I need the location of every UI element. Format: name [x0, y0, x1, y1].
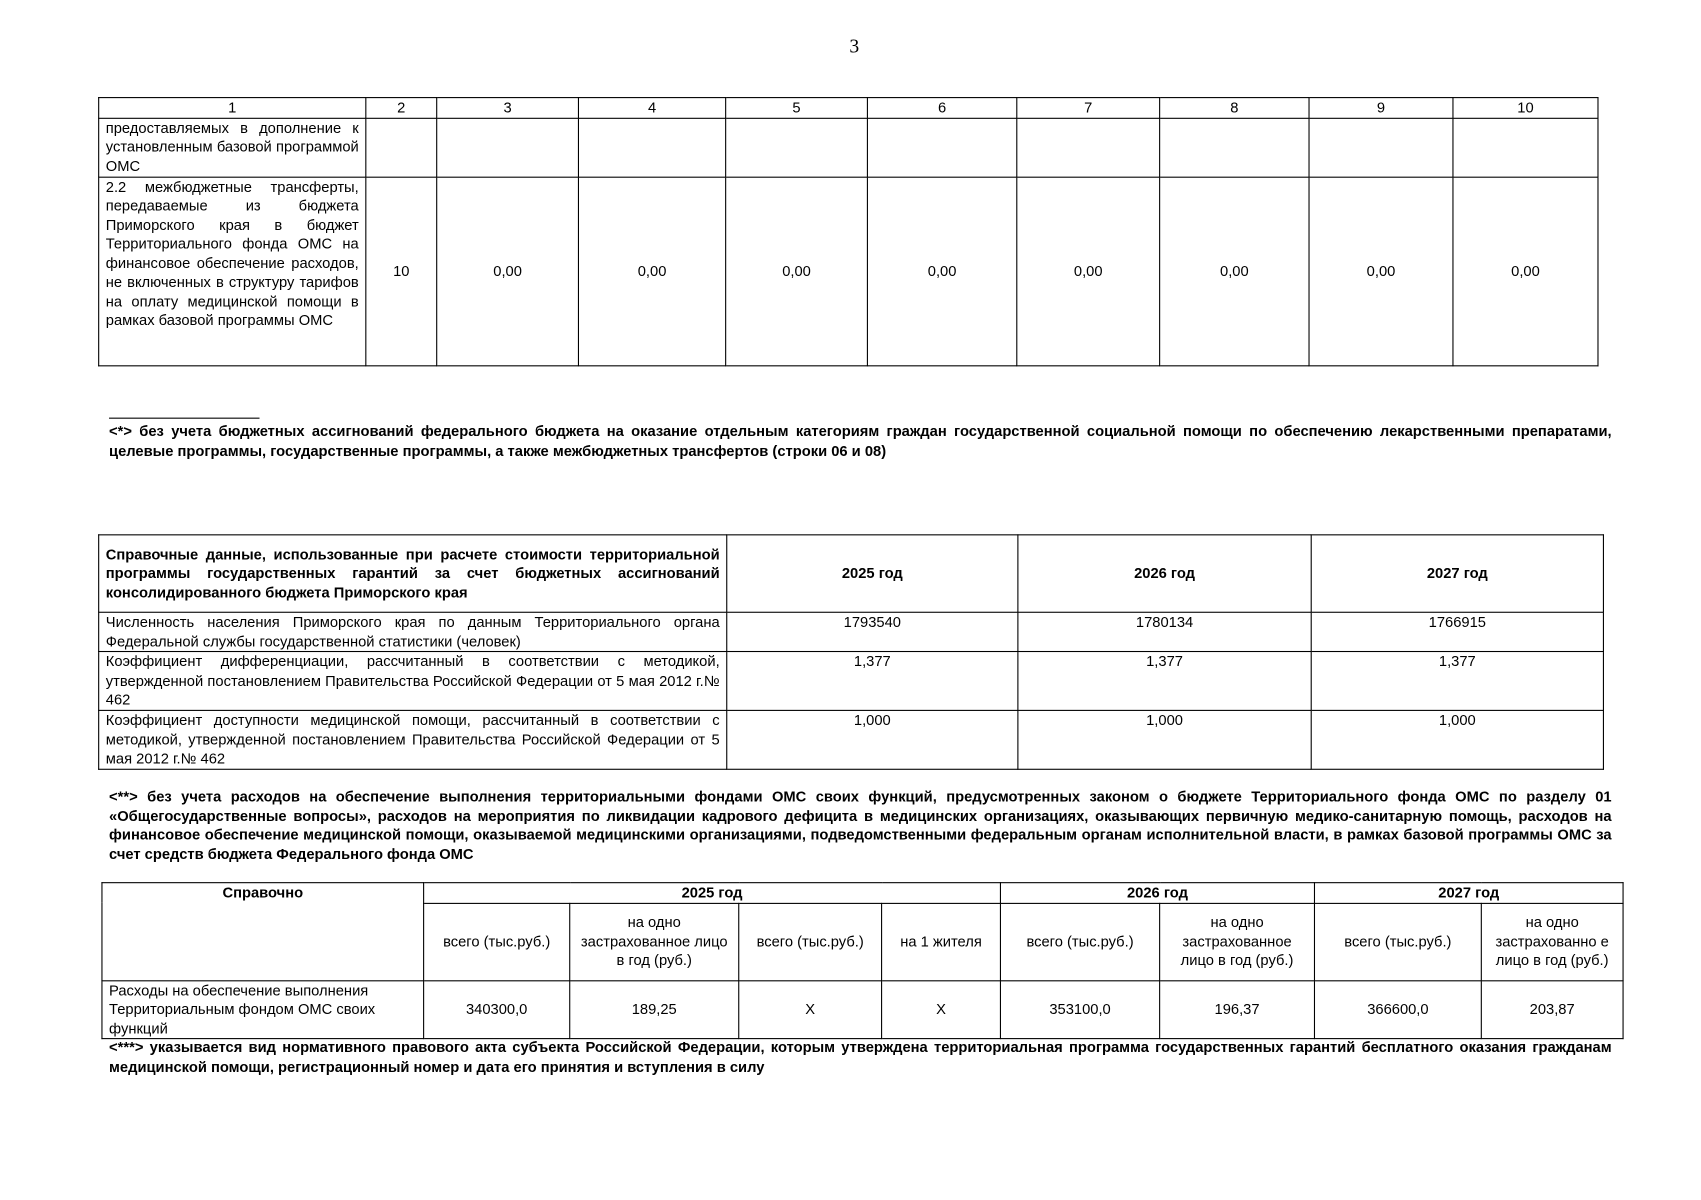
cell: 0,00	[1016, 176, 1161, 366]
table-row: предоставляемых в дополнение к установле…	[98, 117, 1599, 178]
column-header: 3	[436, 97, 580, 119]
page-number: 3	[849, 34, 860, 57]
cell: 340300,0	[423, 979, 571, 1040]
cell: X	[738, 979, 883, 1040]
footnote-2: <**> без учета расходов на обеспечение в…	[109, 788, 1612, 862]
column-header: 8	[1159, 97, 1310, 119]
year-header: 2025 год	[423, 882, 1001, 904]
cell: 1780134	[1017, 611, 1312, 653]
column-header: 2027 год	[1310, 534, 1604, 613]
header-label: Справочно	[101, 882, 425, 981]
column-header: всего (тыс.руб.)	[999, 902, 1161, 981]
column-header: на одно застрахованное лицо в год (руб.)	[569, 902, 740, 981]
table-row: Коэффициент доступности медицинской помо…	[98, 709, 1604, 770]
column-header: всего (тыс.руб.)	[738, 902, 883, 981]
cell: 353100,0	[999, 979, 1161, 1040]
column-header: 1	[98, 97, 367, 119]
cell: 0,00	[1308, 176, 1454, 366]
reference-data-table: Справочные данные, использованные при ра…	[98, 534, 1604, 770]
table-row: Численность населения Приморского края п…	[98, 611, 1604, 653]
column-header: всего (тыс.руб.)	[1313, 902, 1482, 981]
column-header: всего (тыс.руб.)	[423, 902, 571, 981]
year-header: 2027 год	[1313, 882, 1624, 904]
column-header: 9	[1308, 97, 1454, 119]
column-header: на одно застрахованно е лицо в год (руб.…	[1480, 902, 1624, 981]
budget-table: 1 2 3 4 5 6 7 8 9 10 предоставляемых в д…	[98, 97, 1599, 366]
column-header: 2025 год	[726, 534, 1019, 613]
column-header: 2026 год	[1017, 534, 1312, 613]
cell: 10	[365, 176, 438, 366]
row-label: Численность населения Приморского края п…	[98, 611, 728, 653]
row-label: предоставляемых в дополнение к установле…	[98, 117, 367, 178]
footnote-1: <*> без учета бюджетных ассигнований фед…	[109, 423, 1612, 459]
row-label: 2.2 межбюджетные трансферты, передаваемы…	[98, 176, 367, 366]
cell: 1,000	[1017, 709, 1312, 770]
header-row: Справочные данные, использованные при ра…	[98, 534, 1604, 613]
row-label: Коэффициент дифференциации, рассчитанный…	[98, 650, 728, 711]
cell: 1,377	[1310, 650, 1604, 711]
column-header: 5	[725, 97, 868, 119]
cell: 189,25	[569, 979, 740, 1040]
cell: 366600,0	[1313, 979, 1482, 1040]
cell: 1,000	[1310, 709, 1604, 770]
cell: 0,00	[436, 176, 580, 366]
cell: 1,377	[1017, 650, 1312, 711]
column-header: 6	[866, 97, 1018, 119]
year-header: 2026 год	[999, 882, 1316, 904]
cell: 0,00	[577, 176, 727, 366]
subheader-row: всего (тыс.руб.) на одно застрахованное …	[102, 902, 1624, 981]
cell: 1,000	[726, 709, 1019, 770]
column-header: 7	[1016, 97, 1161, 119]
table-row: Расходы на обеспечение выполнения Террит…	[101, 979, 1624, 1040]
header-row: Справочно 2025 год 2026 год 2027 год	[101, 882, 1624, 981]
cell: X	[881, 979, 1001, 1040]
row-label: Коэффициент доступности медицинской помо…	[98, 709, 728, 770]
column-header: 2	[365, 97, 438, 119]
column-header: на одно застрахованное лицо в год (руб.)	[1159, 902, 1316, 981]
row-label: Расходы на обеспечение выполнения Террит…	[101, 979, 425, 1040]
footnote-3: <***> указывается вид нормативного право…	[109, 1039, 1612, 1075]
cell: 0,00	[1452, 176, 1599, 366]
cell: 1793540	[726, 611, 1019, 653]
reference-expenses-table: Справочно 2025 год 2026 год 2027 год все…	[101, 882, 1624, 1040]
cell: 0,00	[1159, 176, 1310, 366]
table-row: 2.2 межбюджетные трансферты, передаваемы…	[98, 176, 1599, 366]
cell: 203,87	[1480, 979, 1624, 1040]
cell: 1,377	[726, 650, 1019, 711]
column-header: на 1 жителя	[881, 902, 1001, 981]
cell: 0,00	[725, 176, 868, 366]
table-row: Коэффициент дифференциации, рассчитанный…	[98, 650, 1604, 711]
header-label: Справочные данные, использованные при ра…	[98, 534, 728, 613]
cell: 1766915	[1310, 611, 1604, 653]
column-header: 10	[1452, 97, 1599, 119]
column-header: 4	[577, 97, 727, 119]
cell: 0,00	[866, 176, 1018, 366]
cell: 196,37	[1159, 979, 1316, 1040]
header-row: 1 2 3 4 5 6 7 8 9 10	[98, 97, 1599, 119]
footnote-divider	[109, 417, 260, 419]
